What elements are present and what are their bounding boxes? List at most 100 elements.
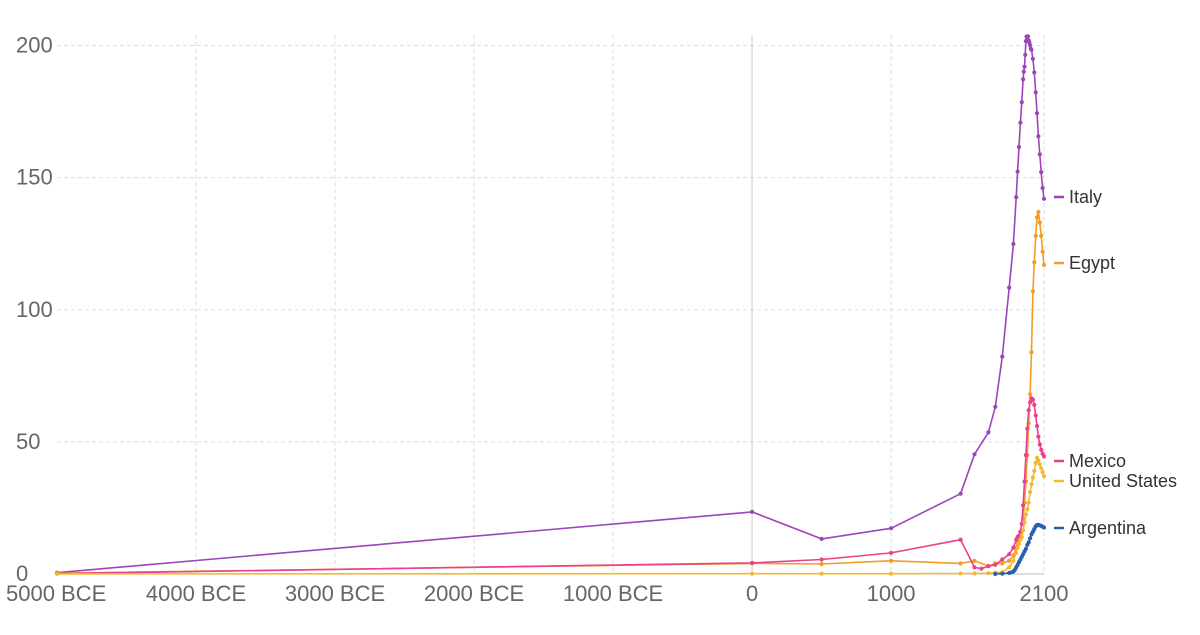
data-point-mexico (1037, 442, 1042, 447)
data-point-italy (1033, 90, 1038, 95)
data-point-united-states (972, 571, 977, 576)
data-point-mexico (972, 565, 977, 570)
x-tick-label: 2100 (1020, 581, 1069, 606)
series-line-mexico (56, 397, 1045, 575)
data-point-mexico (819, 557, 824, 562)
legend-label-mexico: Mexico (1069, 451, 1126, 471)
data-point-italy (1023, 52, 1028, 57)
data-point-italy (1022, 64, 1027, 69)
data-point-italy (1037, 152, 1042, 157)
data-point-united-states (1030, 475, 1035, 480)
data-point-argentina (993, 571, 998, 577)
data-point-italy (1018, 120, 1023, 125)
x-tick-label: 0 (746, 581, 758, 606)
data-point-italy (1011, 241, 1016, 247)
data-point-italy (1015, 169, 1020, 174)
data-point-mexico (1033, 413, 1038, 418)
data-point-italy (1021, 69, 1026, 74)
data-point-united-states (1016, 541, 1022, 546)
data-point-mexico (1007, 552, 1012, 557)
data-point-italy (889, 526, 894, 531)
data-point-egypt (1033, 233, 1038, 238)
data-point-egypt (958, 561, 963, 566)
data-point-united-states (1028, 490, 1033, 495)
data-point-italy (1041, 196, 1047, 201)
x-tick-label: 2000 BCE (424, 581, 524, 606)
legend-label-egypt: Egypt (1069, 253, 1115, 273)
data-point-egypt (889, 558, 894, 563)
legend-label-italy: Italy (1069, 187, 1102, 207)
data-point-united-states (1039, 466, 1044, 471)
data-point-mexico (750, 560, 755, 566)
y-tick-label: 0 (16, 561, 28, 586)
data-point-mexico (1028, 400, 1033, 405)
data-point-argentina (1028, 536, 1033, 541)
data-point-italy (1019, 100, 1024, 105)
x-tick-label: 1000 BCE (563, 581, 663, 606)
data-point-united-states (986, 571, 991, 576)
y-tick-label: 50 (16, 429, 40, 454)
series-line-italy (56, 35, 1045, 574)
data-point-united-states (54, 571, 60, 577)
data-point-italy (1040, 185, 1045, 191)
data-point-united-states (1037, 462, 1042, 467)
data-point-argentina (1026, 540, 1031, 545)
data-point-egypt (1037, 220, 1042, 225)
data-point-italy (1032, 70, 1037, 75)
data-point-mexico (1000, 557, 1005, 562)
data-point-mexico (993, 562, 998, 567)
data-point-egypt (819, 561, 824, 567)
data-point-egypt (1040, 249, 1045, 254)
data-point-united-states (1029, 482, 1034, 487)
data-point-egypt (1036, 209, 1041, 215)
data-point-italy (819, 536, 824, 542)
series-line-egypt (56, 211, 1045, 574)
data-point-mexico (958, 537, 963, 542)
x-tick-label: 1000 (867, 581, 916, 606)
data-point-egypt (1007, 558, 1012, 563)
data-point-mexico (1032, 402, 1037, 407)
data-point-mexico (1036, 434, 1041, 439)
data-point-united-states (1025, 507, 1030, 512)
data-point-united-states (750, 571, 755, 576)
data-point-egypt (1029, 350, 1034, 355)
data-point-italy (1025, 34, 1031, 39)
data-point-egypt (1028, 392, 1033, 397)
data-point-italy (986, 430, 991, 435)
data-point-united-states (1036, 458, 1041, 463)
data-point-italy (1034, 111, 1040, 116)
data-point-egypt (972, 558, 977, 563)
data-point-italy (1007, 285, 1012, 290)
data-point-italy (1028, 43, 1033, 48)
data-point-egypt (1000, 561, 1005, 566)
data-point-united-states (1033, 460, 1038, 466)
data-point-mexico (1030, 397, 1035, 402)
data-point-italy (993, 404, 998, 409)
data-point-mexico (1025, 426, 1030, 431)
legend-label-united-states: United States (1069, 471, 1177, 491)
data-point-italy (1029, 47, 1034, 52)
data-point-italy (1000, 354, 1005, 359)
data-point-united-states (1007, 565, 1012, 570)
data-point-united-states (1041, 474, 1047, 479)
data-point-united-states (1022, 520, 1027, 525)
data-point-argentina (1041, 525, 1047, 530)
data-point-united-states (958, 571, 963, 576)
data-point-united-states (819, 571, 824, 576)
data-point-argentina (1000, 571, 1005, 576)
data-point-united-states (1014, 550, 1019, 556)
data-point-united-states (889, 571, 894, 576)
data-point-mexico (986, 564, 991, 569)
data-point-italy (1039, 170, 1044, 175)
x-tick-label: 3000 BCE (285, 581, 385, 606)
data-point-mexico (979, 566, 984, 571)
y-tick-label: 100 (16, 297, 53, 322)
data-point-argentina (1023, 546, 1028, 552)
data-point-mexico (1041, 454, 1047, 459)
x-tick-label: 4000 BCE (146, 581, 246, 606)
y-axis-tick-labels: 0 50 100 150 200 (16, 33, 53, 586)
data-point-mexico (889, 550, 894, 556)
data-point-united-states (1019, 534, 1024, 540)
